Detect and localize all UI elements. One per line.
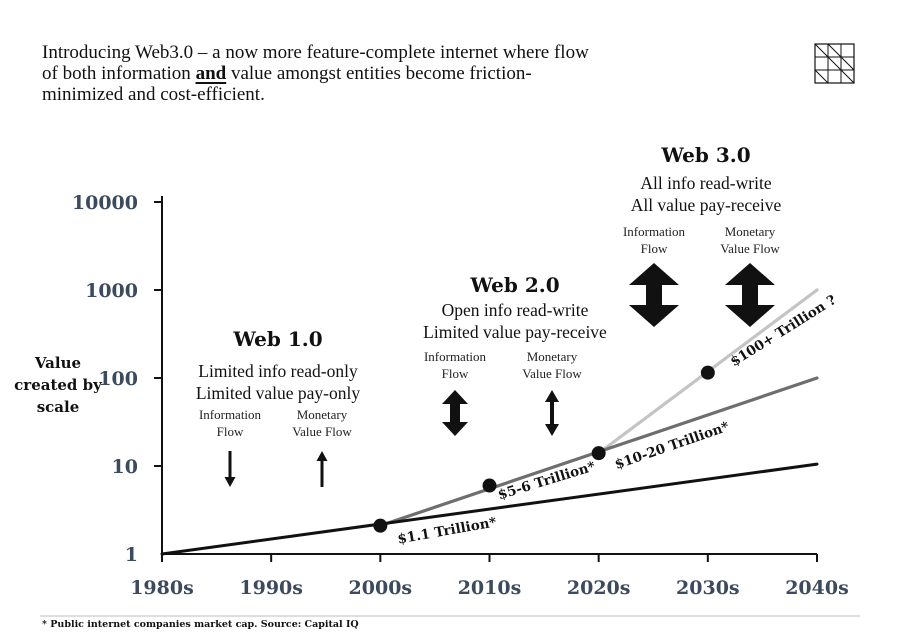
data-marker xyxy=(482,478,497,493)
era-line: Limited info read-only xyxy=(198,361,358,381)
era-line: All value pay-receive xyxy=(631,195,782,215)
x-tick-label: 1990s xyxy=(239,577,303,599)
flow-label: Value Flow xyxy=(720,241,780,256)
logo-diagonal xyxy=(840,69,855,84)
flow-label: Flow xyxy=(442,366,469,381)
x-tick-label: 2020s xyxy=(567,577,631,599)
flow-arrow-icon xyxy=(316,451,328,487)
x-tick-label: 2030s xyxy=(676,577,740,599)
x-tick-label: 2040s xyxy=(785,577,849,599)
flow-arrow-icon xyxy=(545,390,559,436)
flow-arrow-icon xyxy=(629,263,679,327)
y-tick-label: 100 xyxy=(98,368,138,390)
y-axis-label: created by xyxy=(14,376,103,394)
intro-line-1: Introducing Web3.0 – a now more feature-… xyxy=(42,42,589,63)
y-tick-label: 1 xyxy=(125,544,138,566)
flow-label: Flow xyxy=(217,424,244,439)
flow-label: Monetary xyxy=(725,224,776,239)
flow-label: Value Flow xyxy=(522,366,582,381)
data-marker xyxy=(591,446,606,461)
data-marker xyxy=(373,518,388,533)
y-axis-label: scale xyxy=(37,398,80,416)
data-marker xyxy=(700,365,715,380)
era-line: Open info read-write xyxy=(442,300,589,320)
y-axis-label: Value xyxy=(34,354,81,372)
era-title-web3: Web 3.0 xyxy=(660,143,750,167)
era-title-web1: Web 1.0 xyxy=(232,327,322,351)
x-tick-label: 2010s xyxy=(458,577,522,599)
intro-line-2b: value amongst entities become friction- xyxy=(226,63,532,84)
logo-diagonal xyxy=(814,69,829,84)
intro-text: Introducing Web3.0 – a now more feature-… xyxy=(42,42,742,105)
logo-diagonal xyxy=(827,43,842,58)
logo-diagonal xyxy=(814,43,829,58)
flow-label: Value Flow xyxy=(292,424,352,439)
flow-label: Flow xyxy=(641,241,668,256)
series-line-web1 xyxy=(160,462,819,556)
x-tick-label: 2000s xyxy=(349,577,413,599)
grid-logo-icon xyxy=(814,43,855,84)
intro-line-3: minimized and cost-efficient. xyxy=(42,84,265,105)
y-tick-label: 1000 xyxy=(85,280,138,302)
flow-arrow-icon xyxy=(725,263,775,327)
logo-diagonal xyxy=(827,56,842,71)
intro-line-2: of both information xyxy=(42,63,196,84)
y-tick-label: 10000 xyxy=(72,192,138,214)
era-line: Limited value pay-only xyxy=(196,383,361,403)
intro-highlight: and xyxy=(195,63,227,84)
era-line: All info read-write xyxy=(640,173,771,193)
footnote: * Public internet companies market cap. … xyxy=(42,619,359,630)
flow-arrow-icon xyxy=(224,451,236,487)
logo-diagonal xyxy=(840,56,855,71)
flow-label: Information xyxy=(424,349,487,364)
y-tick-label: 10 xyxy=(112,456,138,478)
flow-label: Information xyxy=(623,224,686,239)
logo-frame xyxy=(814,43,855,84)
flow-arrow-icon xyxy=(442,390,468,436)
era-line: Limited value pay-receive xyxy=(423,322,607,342)
x-tick-label: 1980s xyxy=(130,577,194,599)
flow-label: Information xyxy=(199,407,262,422)
flow-label: Monetary xyxy=(297,407,348,422)
era-title-web2: Web 2.0 xyxy=(469,273,559,297)
flow-label: Monetary xyxy=(527,349,578,364)
